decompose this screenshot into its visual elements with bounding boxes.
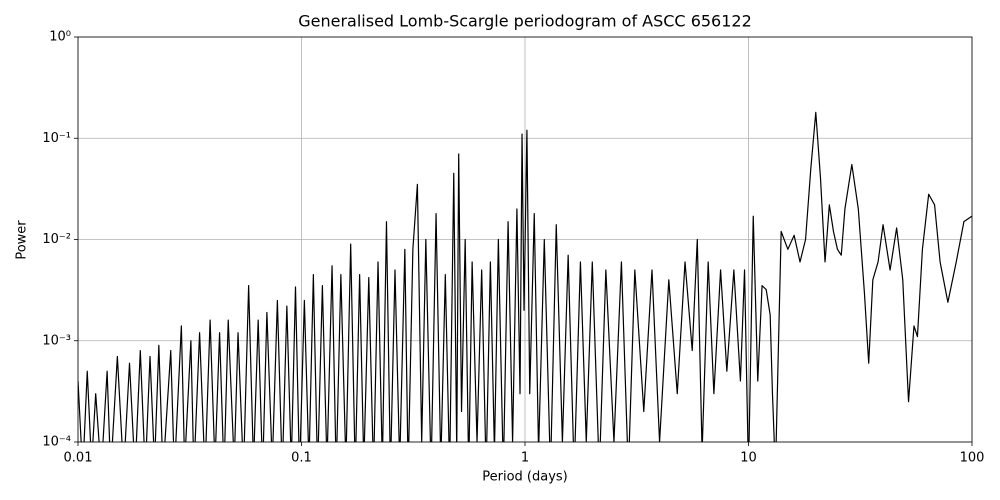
x-tick-label: 0.01 [64, 451, 93, 466]
y-tick-label: 10⁻¹ [42, 131, 71, 146]
y-tick-label: 10⁻³ [42, 333, 71, 348]
x-tick-label: 0.1 [291, 451, 312, 466]
y-tick-label: 10⁻⁴ [42, 435, 71, 450]
y-tick-label: 10⁰ [49, 30, 71, 45]
y-tick-label: 10⁻² [42, 232, 71, 247]
x-tick-label: 10 [740, 451, 757, 466]
plot-frame [77, 36, 973, 443]
x-tick-label: 100 [960, 451, 985, 466]
chart-title: Generalised Lomb-Scargle periodogram of … [298, 12, 752, 31]
x-tick-label: 1 [521, 451, 529, 466]
y-axis-label: Power [15, 220, 30, 260]
x-axis-label: Period (days) [482, 470, 568, 485]
periodogram-line [78, 111, 972, 442]
